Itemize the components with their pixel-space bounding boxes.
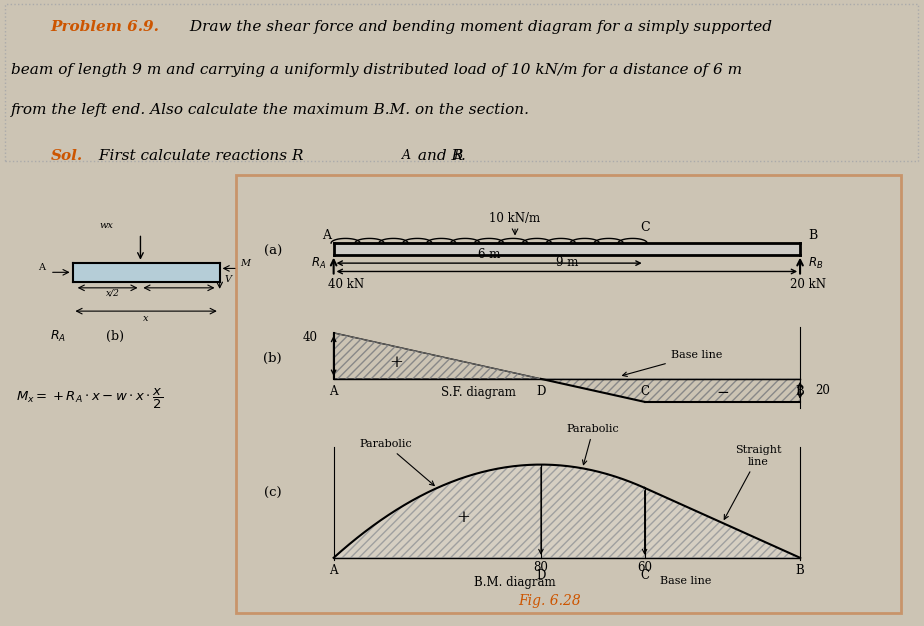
Text: A: A bbox=[39, 264, 45, 272]
Text: C: C bbox=[640, 384, 649, 398]
Text: Base line: Base line bbox=[661, 577, 711, 587]
Text: A: A bbox=[329, 384, 338, 398]
Text: Problem 6.9.: Problem 6.9. bbox=[51, 20, 160, 34]
Text: C: C bbox=[640, 570, 649, 582]
Text: Fig. 6.28: Fig. 6.28 bbox=[518, 595, 581, 608]
Text: 9 m: 9 m bbox=[555, 257, 578, 269]
Text: (b): (b) bbox=[106, 331, 125, 343]
Text: $R_B$: $R_B$ bbox=[808, 255, 823, 270]
Text: $R_A$: $R_A$ bbox=[310, 255, 326, 270]
Text: Parabolic: Parabolic bbox=[566, 424, 620, 464]
Text: +: + bbox=[456, 508, 470, 525]
Text: (a): (a) bbox=[263, 245, 282, 258]
Text: A: A bbox=[402, 150, 411, 162]
Text: and R: and R bbox=[413, 150, 463, 163]
Text: 6 m: 6 m bbox=[478, 248, 500, 261]
Text: B: B bbox=[808, 229, 817, 242]
Text: from the left end. Also calculate the maximum B.M. on the section.: from the left end. Also calculate the ma… bbox=[11, 103, 530, 117]
Text: S.F. diagram: S.F. diagram bbox=[442, 386, 517, 399]
Text: $M_x = +R_A \cdot x-w \cdot x \cdot \dfrac{x}{2}$: $M_x = +R_A \cdot x-w \cdot x \cdot \dfr… bbox=[16, 386, 163, 411]
Text: 60: 60 bbox=[637, 562, 652, 574]
Text: +: + bbox=[389, 354, 403, 371]
Text: .: . bbox=[460, 150, 465, 163]
Text: M: M bbox=[240, 260, 250, 269]
Text: Draw the shear force and bending moment diagram for a simply supported: Draw the shear force and bending moment … bbox=[185, 20, 772, 34]
Text: 40: 40 bbox=[303, 331, 318, 344]
Text: B: B bbox=[796, 563, 805, 577]
Text: Sol.: Sol. bbox=[51, 150, 83, 163]
Text: 40 kN: 40 kN bbox=[328, 278, 365, 291]
Text: D: D bbox=[536, 570, 546, 582]
Text: $R_A$: $R_A$ bbox=[50, 329, 66, 344]
Text: (c): (c) bbox=[264, 487, 282, 500]
Text: D: D bbox=[536, 384, 546, 398]
Text: beam of length 9 m and carrying a uniformly distributed load of 10 kN/m for a di: beam of length 9 m and carrying a unifor… bbox=[11, 63, 742, 77]
Text: wx: wx bbox=[100, 221, 114, 230]
Text: x/2: x/2 bbox=[106, 289, 120, 297]
Text: Straight
line: Straight line bbox=[724, 445, 782, 520]
Text: 20: 20 bbox=[816, 384, 831, 397]
Text: B: B bbox=[796, 384, 805, 398]
Text: A: A bbox=[322, 229, 331, 242]
Text: x: x bbox=[143, 314, 149, 323]
Text: First calculate reactions R: First calculate reactions R bbox=[94, 150, 304, 163]
Text: 80: 80 bbox=[533, 562, 548, 574]
Text: −: − bbox=[716, 386, 729, 399]
Text: 20 kN: 20 kN bbox=[790, 278, 826, 291]
Text: (b): (b) bbox=[263, 352, 282, 365]
Text: Parabolic: Parabolic bbox=[359, 439, 434, 486]
Text: B.M. diagram: B.M. diagram bbox=[474, 577, 556, 590]
Text: C: C bbox=[639, 221, 650, 234]
Text: B: B bbox=[453, 150, 462, 162]
Text: V: V bbox=[225, 275, 231, 284]
Text: Base line: Base line bbox=[623, 350, 722, 376]
Text: A: A bbox=[329, 563, 338, 577]
Text: 10 kN/m: 10 kN/m bbox=[490, 212, 541, 225]
